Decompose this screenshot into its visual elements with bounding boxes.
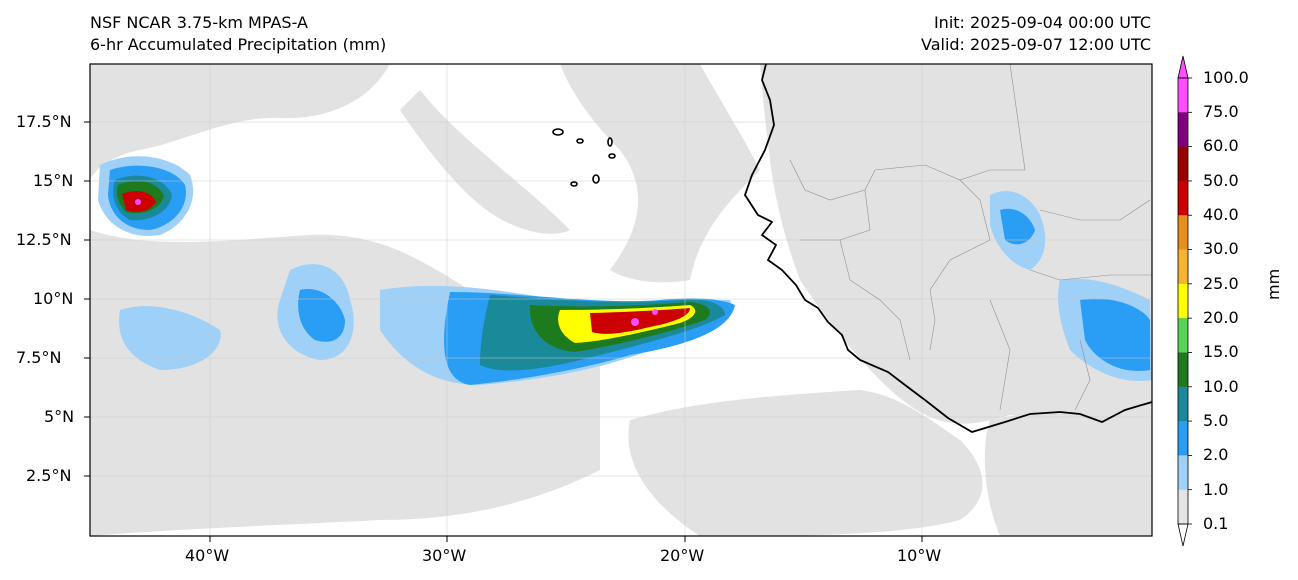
colorbar-segment [1178, 489, 1188, 525]
colorbar-label: 20.0 [1203, 308, 1239, 327]
precip-75-100mm [135, 199, 658, 326]
colorbar-segment [1178, 386, 1188, 422]
lat-tick-label: 10°N [33, 289, 74, 308]
gridlines [90, 64, 1152, 536]
colorbar-segment [1178, 146, 1188, 182]
field-title: 6-hr Accumulated Precipitation (mm) [90, 35, 387, 54]
colorbar-segment [1178, 455, 1188, 491]
colorbar-segment [1178, 112, 1188, 148]
colorbar-segment [1178, 421, 1188, 456]
map-frame [89, 63, 1153, 537]
lon-tick-label: 20°W [660, 546, 705, 565]
colorbar-label: 50.0 [1203, 171, 1239, 190]
lon-tick-label: 40°W [185, 546, 230, 565]
colorbar-unit-label: mm [1264, 268, 1283, 300]
colorbar-label: 100.0 [1203, 68, 1249, 87]
colorbar-label: 60.0 [1203, 136, 1239, 155]
lat-tick-label: 17.5°N [16, 112, 72, 131]
colorbar-segment [1178, 78, 1188, 113]
lat-tick-label: 12.5°N [16, 230, 72, 249]
colorbar-segment [1178, 249, 1188, 285]
init-time: Init: 2025-09-04 00:00 UTC [933, 13, 1151, 32]
colorbar [1177, 55, 1192, 547]
colorbar-max-arrow [1177, 55, 1189, 79]
lat-tick-label: 15°N [33, 171, 74, 190]
model-title: NSF NCAR 3.75-km MPAS-A [90, 13, 308, 32]
coastlines [744, 64, 1152, 433]
colorbar-segment [1178, 180, 1188, 216]
axis-ticks [84, 121, 923, 542]
lat-tick-label: 2.5°N [26, 466, 72, 485]
colorbar-frame [1177, 77, 1189, 525]
colorbar-label: 0.1 [1203, 514, 1229, 533]
colorbar-segment [1178, 215, 1188, 251]
colorbar-segment [1178, 283, 1188, 319]
colorbar-label: 15.0 [1203, 342, 1239, 361]
valid-time: Valid: 2025-09-07 12:00 UTC [920, 35, 1151, 54]
colorbar-label: 75.0 [1203, 102, 1239, 121]
colorbar-label: 1.0 [1203, 480, 1229, 499]
lat-tick-label: 7.5°N [16, 348, 62, 367]
time-info-block: Init: 2025-09-04 00:00 UTC Valid: 2025-0… [921, 12, 1151, 56]
colorbar-label: 30.0 [1203, 239, 1239, 258]
map-title-block: NSF NCAR 3.75-km MPAS-A 6-hr Accumulated… [90, 12, 386, 56]
lon-tick-label: 10°W [897, 546, 942, 565]
colorbar-segment [1178, 352, 1188, 388]
colorbar-label: 2.0 [1203, 445, 1229, 464]
colorbar-segment [1178, 318, 1188, 353]
colorbar-min-arrow [1177, 523, 1189, 547]
colorbar-label: 25.0 [1203, 274, 1239, 293]
country-borders [789, 64, 1152, 411]
colorbar-label: 10.0 [1203, 377, 1239, 396]
lat-tick-label: 5°N [44, 407, 75, 426]
colorbar-label: 40.0 [1203, 205, 1239, 224]
lon-tick-label: 30°W [422, 546, 467, 565]
cape-verde-islands [552, 128, 616, 187]
colorbar-label: 5.0 [1203, 411, 1229, 430]
